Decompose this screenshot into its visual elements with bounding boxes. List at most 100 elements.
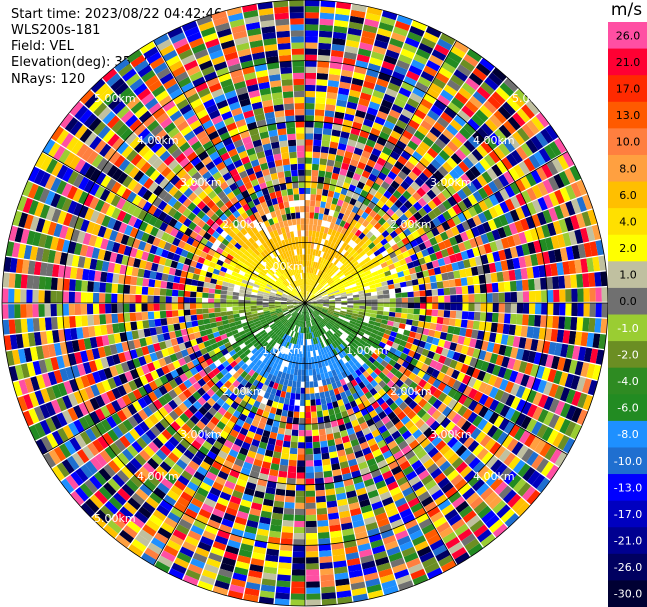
velocity-bin xyxy=(300,326,303,334)
velocity-bin xyxy=(287,306,294,309)
velocity-bin xyxy=(458,87,472,100)
velocity-bin xyxy=(147,441,160,453)
velocity-bin xyxy=(56,355,66,369)
velocity-bin xyxy=(369,153,379,163)
velocity-bin xyxy=(492,523,508,538)
velocity-bin xyxy=(441,324,449,333)
velocity-bin xyxy=(268,360,275,368)
velocity-bin xyxy=(204,323,212,330)
velocity-bin xyxy=(383,93,396,104)
velocity-bin xyxy=(156,333,165,343)
velocity-bin xyxy=(155,350,164,360)
velocity-bin xyxy=(455,310,463,319)
velocity-bin xyxy=(212,331,221,338)
velocity-bin xyxy=(332,554,346,563)
velocity-bin xyxy=(402,465,414,476)
velocity-bin xyxy=(430,227,440,237)
velocity-bin xyxy=(283,434,292,442)
velocity-bin xyxy=(333,406,341,415)
velocity-bin xyxy=(345,327,353,333)
velocity-bin xyxy=(401,292,408,298)
velocity-bin xyxy=(476,144,489,158)
velocity-bin xyxy=(393,337,402,345)
velocity-bin xyxy=(434,424,445,436)
velocity-bin xyxy=(326,331,332,338)
velocity-bin xyxy=(310,305,317,309)
velocity-bin xyxy=(232,291,240,297)
velocity-bin xyxy=(315,294,322,299)
velocity-bin xyxy=(541,426,554,442)
velocity-bin xyxy=(323,415,331,423)
velocity-bin xyxy=(182,388,192,399)
velocity-bin xyxy=(334,268,341,275)
velocity-bin xyxy=(402,42,418,54)
velocity-bin xyxy=(495,239,504,251)
velocity-bin xyxy=(401,430,412,440)
velocity-bin xyxy=(526,266,534,279)
velocity-bin xyxy=(427,210,437,220)
velocity-bin xyxy=(398,401,408,411)
velocity-bin xyxy=(348,413,357,422)
velocity-bin xyxy=(316,300,324,302)
velocity-bin xyxy=(312,374,318,382)
velocity-bin xyxy=(546,429,559,445)
velocity-bin xyxy=(192,381,202,391)
velocity-bin xyxy=(306,314,308,322)
velocity-bin xyxy=(158,396,168,407)
velocity-bin xyxy=(264,560,278,569)
velocity-bin xyxy=(227,286,234,292)
velocity-bin xyxy=(280,346,286,353)
velocity-bin xyxy=(173,480,187,492)
velocity-bin xyxy=(324,253,330,260)
velocity-bin xyxy=(305,478,315,485)
velocity-bin xyxy=(341,63,355,72)
velocity-bin xyxy=(366,6,383,16)
velocity-bin xyxy=(257,309,264,314)
velocity-bin xyxy=(346,101,358,110)
velocity-bin xyxy=(163,403,174,414)
velocity-bin xyxy=(320,360,326,368)
velocity-bin xyxy=(261,504,273,513)
velocity-bin xyxy=(50,304,57,317)
velocity-bin xyxy=(345,345,353,353)
velocity-bin xyxy=(316,73,329,80)
velocity-bin xyxy=(293,304,300,307)
velocity-bin xyxy=(358,293,366,298)
velocity-bin xyxy=(234,346,242,353)
velocity-bin xyxy=(22,197,34,214)
velocity-bin xyxy=(392,524,407,535)
velocity-bin xyxy=(188,404,198,415)
velocity-bin xyxy=(472,91,487,105)
velocity-bin xyxy=(168,331,177,340)
velocity-bin xyxy=(256,305,263,309)
velocity-bin xyxy=(291,581,305,588)
velocity-bin xyxy=(412,87,426,98)
velocity-bin xyxy=(412,221,422,230)
velocity-bin xyxy=(455,343,464,353)
velocity-bin xyxy=(333,266,340,273)
velocity-bin xyxy=(493,376,504,389)
velocity-bin xyxy=(367,263,376,270)
velocity-bin xyxy=(119,506,134,520)
velocity-bin xyxy=(447,196,458,207)
velocity-bin xyxy=(200,347,208,356)
velocity-bin xyxy=(290,593,305,600)
velocity-bin xyxy=(574,360,584,376)
velocity-bin xyxy=(281,308,289,312)
velocity-bin xyxy=(490,459,503,473)
velocity-bin xyxy=(182,541,197,553)
nrays-label: NRays: 120 xyxy=(11,72,86,87)
velocity-bin xyxy=(252,357,260,365)
velocity-bin xyxy=(317,219,323,226)
velocity-bin xyxy=(447,51,463,64)
velocity-bin xyxy=(286,300,294,302)
velocity-bin xyxy=(351,364,359,372)
velocity-bin xyxy=(209,486,222,497)
velocity-bin xyxy=(398,440,409,450)
velocity-bin xyxy=(295,393,301,400)
velocity-bin xyxy=(214,535,229,546)
velocity-bin xyxy=(373,230,382,238)
velocity-bin xyxy=(317,323,322,330)
velocity-bin xyxy=(437,203,447,214)
velocity-bin xyxy=(448,236,458,246)
